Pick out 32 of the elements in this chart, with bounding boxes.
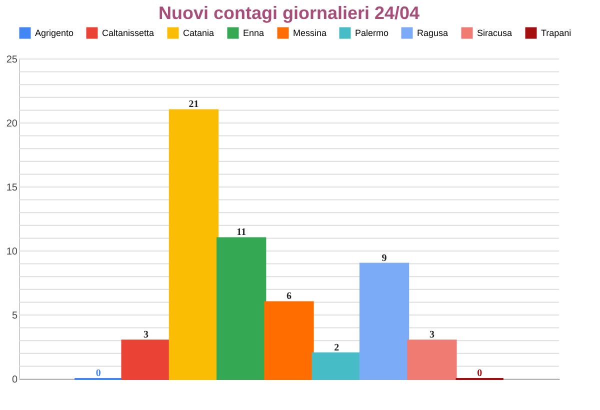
- bar: [168, 109, 219, 380]
- data-label: 0: [96, 368, 101, 379]
- data-label: 9: [382, 252, 387, 264]
- data-label: 2: [334, 342, 340, 354]
- legend-label: Siracusa: [477, 28, 512, 38]
- bar: [312, 352, 362, 380]
- bar: [121, 340, 171, 380]
- y-tick-label: 10: [6, 246, 18, 258]
- bar: [216, 237, 266, 380]
- legend-label: Messina: [293, 28, 327, 38]
- y-tick-label: 5: [12, 310, 18, 322]
- bar: [359, 262, 410, 380]
- data-label: 21: [188, 99, 199, 110]
- bar: [264, 301, 314, 380]
- legend-label: Agrigento: [35, 28, 74, 38]
- data-label: 0: [477, 368, 482, 379]
- data-label: 3: [429, 330, 434, 341]
- chart-title: Nuovi contagi giornalieri 24/04: [158, 3, 420, 23]
- y-tick-label: 0: [12, 374, 18, 386]
- legend-label: Enna: [243, 28, 264, 38]
- y-tick-label: 20: [6, 118, 18, 130]
- legend-label: Ragusa: [417, 28, 448, 38]
- y-tick-label: 25: [6, 54, 18, 66]
- legend-label: Palermo: [355, 28, 389, 38]
- bar: [407, 340, 457, 380]
- data-label: 6: [286, 291, 292, 302]
- data-label: 3: [144, 330, 149, 341]
- legend-label: Catania: [183, 28, 214, 38]
- legend-label: Trapani: [541, 28, 572, 38]
- y-tick-label: 15: [6, 182, 18, 194]
- data-label: 11: [236, 227, 246, 238]
- legend-label: Caltanissetta: [102, 28, 154, 38]
